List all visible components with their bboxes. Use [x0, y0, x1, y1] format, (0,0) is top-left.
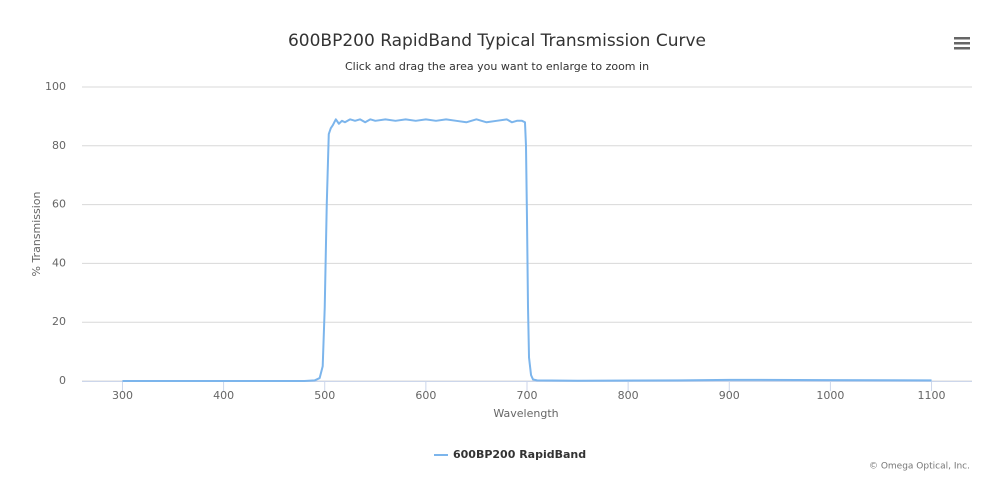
y-tick-label: 0 — [59, 374, 66, 387]
x-tick-label: 500 — [314, 389, 335, 402]
y-tick-label: 100 — [45, 80, 66, 93]
chart-title: 600BP200 RapidBand Typical Transmission … — [288, 31, 706, 51]
chart-subtitle: Click and drag the area you want to enla… — [345, 60, 649, 73]
y-tick-label: 80 — [52, 139, 66, 152]
menu-button[interactable] — [954, 37, 970, 50]
x-tick-label: 900 — [719, 389, 740, 402]
x-tick-label: 600 — [415, 389, 436, 402]
y-tick-label: 60 — [52, 198, 66, 211]
credits: © Omega Optical, Inc. — [869, 462, 970, 472]
x-tick-label: 1100 — [918, 389, 946, 402]
x-tick-label: 1000 — [816, 389, 844, 402]
legend-label[interactable]: 600BP200 RapidBand — [453, 448, 586, 461]
y-axis-title: % Transmission — [30, 191, 43, 276]
y-tick-label: 20 — [52, 315, 66, 328]
x-tick-label: 300 — [112, 389, 133, 402]
x-tick-label: 700 — [517, 389, 538, 402]
x-tick-label: 800 — [618, 389, 639, 402]
x-tick-label: 400 — [213, 389, 234, 402]
x-axis-title: Wavelength — [493, 407, 558, 420]
series-line — [122, 118, 932, 382]
y-tick-label: 40 — [52, 256, 66, 269]
